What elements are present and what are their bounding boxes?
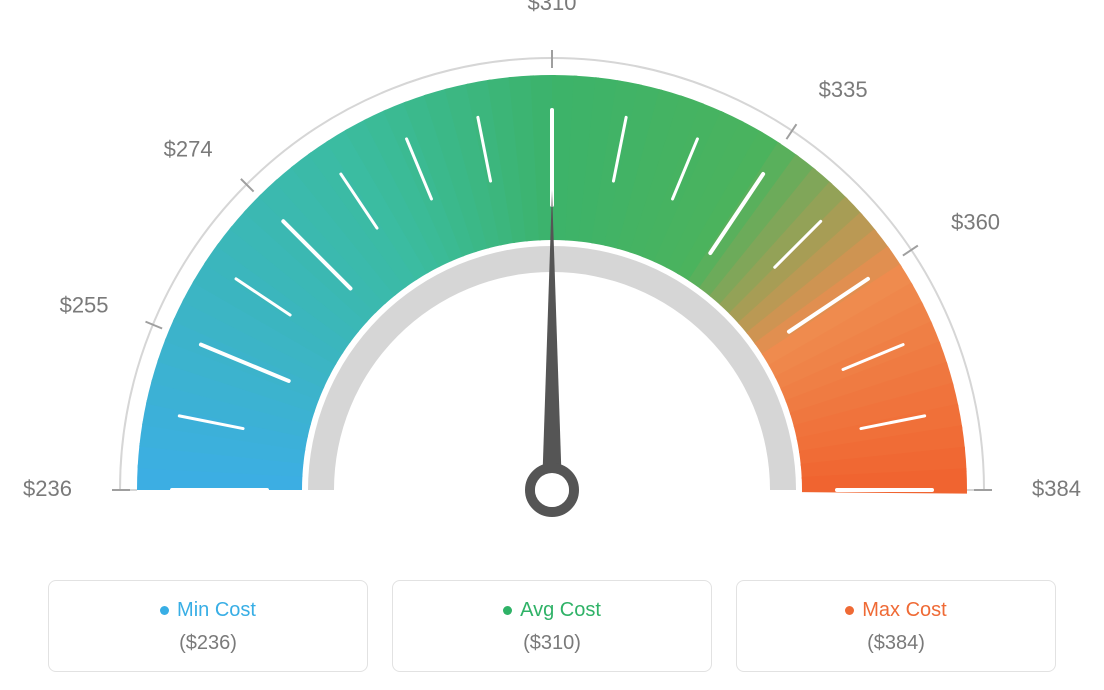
legend-min-value: ($236) (49, 632, 367, 655)
legend-avg-value: ($310) (393, 632, 711, 655)
gauge-chart: $236 $255 $274 $310 $335 $360 $384 (0, 0, 1104, 560)
legend-max-value: ($384) (737, 632, 1055, 655)
gauge-tick-label: $310 (528, 0, 577, 15)
gauge-tick-label: $335 (819, 77, 868, 102)
gauge-tick-label: $384 (1032, 476, 1081, 501)
legend-max-label: Max Cost (845, 599, 946, 622)
legend-avg-label: Avg Cost (503, 599, 601, 622)
gauge-tick-label: $255 (60, 292, 109, 317)
gauge-tick-label: $236 (23, 476, 72, 501)
legend-row: Min Cost ($236) Avg Cost ($310) Max Cost… (0, 580, 1104, 672)
legend-card-min: Min Cost ($236) (48, 580, 368, 672)
legend-card-avg: Avg Cost ($310) (392, 580, 712, 672)
gauge-svg: $236 $255 $274 $310 $335 $360 $384 (0, 0, 1104, 560)
gauge-tick-label: $274 (164, 137, 213, 162)
legend-min-label: Min Cost (160, 599, 256, 622)
gauge-tick-label: $360 (951, 209, 1000, 234)
legend-card-max: Max Cost ($384) (736, 580, 1056, 672)
